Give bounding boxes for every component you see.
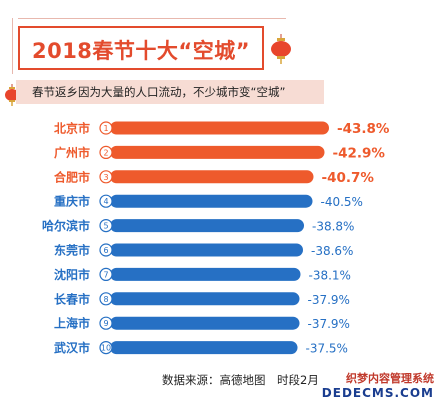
value-label: -37.5% [306, 342, 348, 356]
rank-number: 4 [103, 197, 108, 206]
bar [110, 292, 300, 306]
bar [110, 194, 313, 208]
value-label: -40.5% [321, 195, 363, 209]
subtitle: 春节返乡因为大量的人口流动，不少城市变“空城” [32, 85, 286, 99]
bar [110, 243, 303, 257]
page-title: 2018春节十大“空城” [31, 39, 251, 63]
category-label: 东莞市 [54, 243, 90, 258]
rank-badge [99, 219, 113, 233]
category-label: 重庆市 [54, 194, 90, 209]
rank-badge [99, 341, 113, 355]
bar [110, 170, 314, 184]
rank-badge [99, 316, 113, 330]
rank-badge [99, 243, 113, 257]
rank-number: 7 [103, 270, 108, 279]
rank-number: 5 [103, 222, 108, 231]
category-label: 上海市 [54, 316, 90, 331]
rank-badge [99, 194, 113, 208]
rank-badge [99, 121, 113, 135]
category-label: 哈尔滨市 [42, 218, 90, 233]
rank-number: 8 [103, 295, 108, 304]
rank-number: 9 [103, 319, 108, 328]
rank-badge [99, 292, 113, 306]
category-label: 北京市 [54, 121, 90, 136]
value-label: -38.1% [309, 268, 351, 282]
rank-number: 3 [103, 173, 108, 182]
watermark-line1: 织梦内容管理系统 [346, 372, 434, 385]
rank-badge [99, 170, 113, 184]
rank-badge [99, 145, 113, 159]
frame-line-left [12, 18, 13, 74]
rank-badge [99, 267, 113, 281]
category-label: 武汉市 [54, 340, 90, 355]
category-label: 长春市 [54, 291, 90, 306]
value-label: -40.7% [322, 170, 375, 186]
bar [110, 121, 329, 135]
bar [110, 267, 301, 281]
value-label: -37.9% [308, 293, 350, 307]
lantern-icon [5, 84, 19, 106]
category-label: 合肥市 [54, 169, 90, 184]
value-label: -38.6% [311, 244, 353, 258]
rank-number: 10 [101, 344, 111, 353]
value-label: -38.8% [312, 220, 354, 234]
data-source: 数据来源：高德地图 时段2月 [162, 373, 319, 387]
bar [110, 341, 298, 355]
watermark: 织梦内容管理系统 DEDECMS.COM [322, 370, 434, 400]
bar [110, 219, 304, 233]
rank-number: 2 [103, 148, 108, 157]
category-label: 沈阳市 [54, 267, 90, 282]
title-banner: 2018春节十大“空城” [18, 26, 264, 70]
rank-number: 1 [103, 124, 108, 133]
frame-line-top [18, 18, 286, 19]
bar [110, 145, 325, 159]
bar [110, 316, 300, 330]
watermark-line2: DEDECMS.COM [321, 386, 434, 400]
lantern-icon [271, 34, 291, 64]
rank-number: 6 [103, 246, 108, 255]
value-label: -42.9% [333, 145, 386, 161]
value-label: -37.9% [308, 317, 350, 331]
value-label: -43.8% [337, 121, 390, 137]
subtitle-box: 春节返乡因为大量的人口流动，不少城市变“空城” [16, 80, 324, 104]
category-label: 广州市 [54, 145, 90, 160]
